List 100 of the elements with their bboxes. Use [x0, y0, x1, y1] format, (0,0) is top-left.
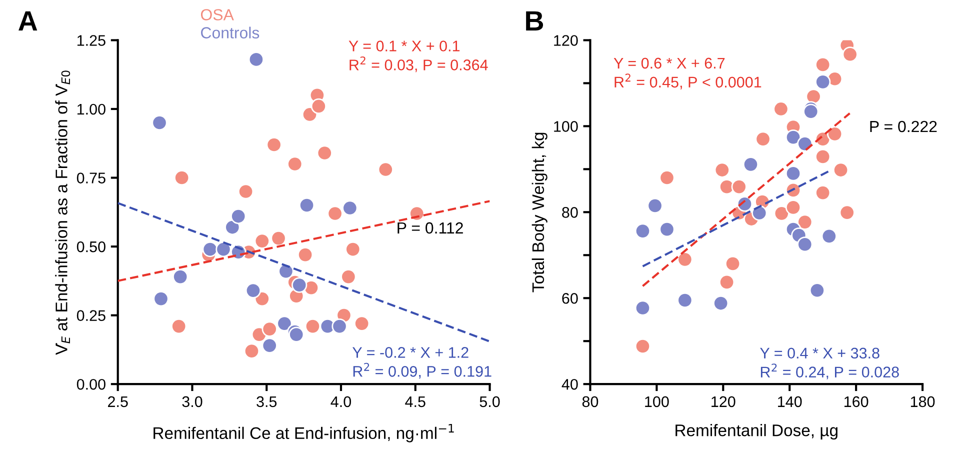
x-tick-label: 3.5 — [256, 396, 277, 408]
point — [839, 204, 855, 220]
y-tick-label: 120 — [554, 35, 578, 46]
chart-title: B — [526, 11, 544, 30]
y-tick-label: 60 — [562, 292, 578, 304]
point — [634, 300, 651, 316]
chart-title: A — [18, 11, 38, 30]
point — [797, 236, 813, 252]
point — [826, 71, 843, 87]
x-axis-title: Remifentanil Ce at End-infusion, ng·ml$^{−1}$ — [154, 424, 454, 442]
point — [292, 277, 308, 293]
point — [659, 170, 675, 186]
y-tick-label: 0.25 — [76, 310, 106, 321]
x-tick-label: 3.0 — [182, 396, 202, 408]
x-tick-label: 4.5 — [405, 396, 426, 408]
point — [245, 282, 262, 298]
point — [832, 162, 849, 178]
series-label: Y = -0.2 * X + 1.2 R$^{2}$ = 0.09, P = 0.191 — [352, 347, 492, 379]
point — [815, 56, 831, 73]
point — [287, 156, 303, 172]
point — [842, 46, 858, 62]
point — [262, 321, 278, 337]
point — [797, 214, 813, 230]
point — [262, 338, 278, 354]
y-tick-label: 100 — [554, 121, 578, 132]
point — [742, 156, 759, 172]
x-axis-title: Remifentanil Dose, µg — [676, 424, 838, 440]
y-tick-label: 1.00 — [77, 104, 106, 115]
point — [806, 88, 822, 104]
point — [342, 200, 358, 216]
y-tick-label: 0.50 — [76, 241, 106, 252]
point — [316, 145, 332, 161]
y-tick-label: 0.75 — [76, 172, 106, 184]
point — [785, 130, 802, 146]
point — [659, 222, 675, 238]
point — [809, 282, 825, 298]
point — [815, 148, 831, 165]
point — [345, 241, 361, 258]
x-tick-label: 180 — [910, 396, 935, 408]
point — [724, 256, 741, 272]
y-axis-title: Total Body Weight, kg — [532, 132, 548, 292]
point — [752, 205, 768, 221]
x-tick-label: 5.0 — [480, 396, 500, 408]
point — [821, 228, 837, 244]
annotation: P = 0.112 — [398, 222, 463, 234]
point — [755, 131, 771, 147]
point — [332, 318, 348, 334]
point — [310, 98, 326, 114]
point — [254, 233, 270, 249]
point — [276, 316, 292, 332]
point — [785, 166, 802, 182]
x-tick-label: 2.5 — [108, 396, 128, 408]
point — [171, 318, 187, 334]
point — [202, 241, 218, 258]
y-tick-label: 1.25 — [77, 35, 106, 46]
x-tick-label: 100 — [645, 396, 669, 408]
point — [340, 268, 356, 285]
point — [731, 178, 747, 195]
point — [172, 268, 188, 285]
y-tick-label: 0.00 — [76, 378, 106, 390]
x-tick-label: 140 — [778, 396, 802, 408]
point — [634, 338, 651, 354]
point — [288, 326, 304, 342]
point — [634, 223, 651, 239]
point — [713, 295, 729, 312]
series-label: Controls — [201, 26, 260, 38]
point — [773, 101, 789, 117]
point — [230, 208, 246, 224]
point — [216, 241, 232, 258]
point — [304, 318, 321, 334]
point — [714, 162, 730, 178]
text: Y = 0.6 * X + 6.7 R$^{2}$ = 0.45, P < 0.0001 — [614, 58, 762, 90]
point — [238, 184, 254, 200]
point — [815, 184, 831, 201]
point — [244, 343, 260, 359]
x-tick-label: 4.0 — [330, 396, 352, 408]
point — [354, 316, 370, 332]
point — [224, 219, 240, 236]
point — [815, 74, 831, 90]
point — [774, 206, 790, 222]
text: OSA — [200, 9, 234, 20]
point — [270, 230, 286, 246]
point — [153, 290, 169, 307]
point — [298, 197, 315, 214]
text: Y = 0.1 * X + 0.1 R$^{2}$ = 0.03, P = 0.364 — [348, 40, 488, 72]
point — [647, 198, 663, 214]
y-tick-label: 80 — [562, 207, 578, 218]
point — [278, 263, 294, 280]
y-tick-label: 40 — [562, 378, 578, 390]
point — [785, 200, 802, 216]
point — [174, 170, 190, 186]
x-tick-label: 120 — [712, 396, 736, 408]
point — [248, 52, 264, 68]
point — [297, 246, 314, 263]
point — [152, 114, 168, 131]
point — [378, 162, 394, 178]
annotation: P = 0.222 — [870, 120, 937, 132]
point — [327, 206, 343, 222]
point — [718, 274, 735, 290]
x-tick-label: 160 — [844, 396, 868, 408]
